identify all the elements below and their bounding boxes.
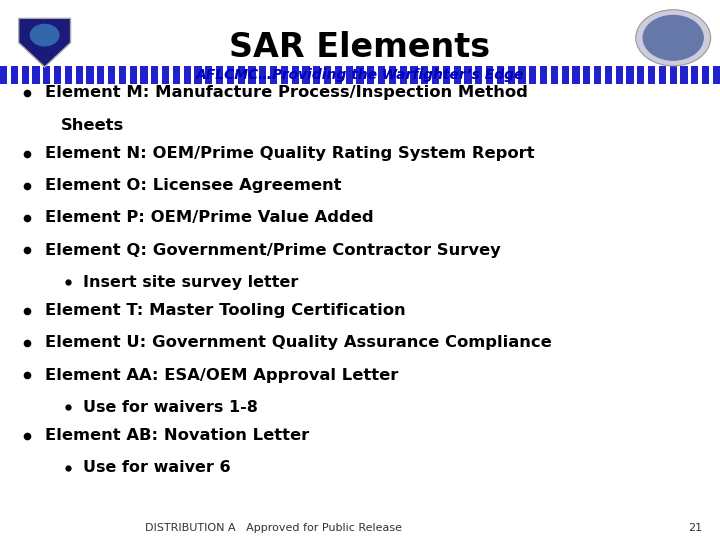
Bar xyxy=(331,66,335,84)
Bar xyxy=(601,66,605,84)
Bar xyxy=(364,66,367,84)
Bar xyxy=(493,66,497,84)
Bar xyxy=(50,66,54,84)
Bar xyxy=(688,66,691,84)
Bar xyxy=(256,66,259,84)
Bar xyxy=(0,66,720,84)
Bar xyxy=(234,66,238,84)
Bar xyxy=(677,66,680,84)
Text: Element O: Licensee Agreement: Element O: Licensee Agreement xyxy=(45,178,341,193)
Bar xyxy=(623,66,626,84)
Text: SAR Elements: SAR Elements xyxy=(230,31,490,64)
Bar xyxy=(644,66,648,84)
Bar xyxy=(288,66,292,84)
Bar xyxy=(202,66,205,84)
Bar xyxy=(299,66,302,84)
Bar xyxy=(115,66,119,84)
Bar xyxy=(709,66,713,84)
Bar xyxy=(655,66,659,84)
Bar xyxy=(374,66,378,84)
Bar xyxy=(461,66,464,84)
Bar xyxy=(40,66,43,84)
Text: Element T: Master Tooling Certification: Element T: Master Tooling Certification xyxy=(45,303,405,318)
Bar xyxy=(310,66,313,84)
Circle shape xyxy=(636,10,711,66)
Circle shape xyxy=(30,24,59,46)
Bar xyxy=(612,66,616,84)
Text: Element AA: ESA/OEM Approval Letter: Element AA: ESA/OEM Approval Letter xyxy=(45,368,398,382)
Text: Element M: Manufacture Process/Inspection Method: Element M: Manufacture Process/Inspectio… xyxy=(45,85,528,100)
Text: Element P: OEM/Prime Value Added: Element P: OEM/Prime Value Added xyxy=(45,211,373,225)
Bar xyxy=(158,66,162,84)
Text: Element N: OEM/Prime Quality Rating System Report: Element N: OEM/Prime Quality Rating Syst… xyxy=(45,146,534,161)
Text: Element AB: Novation Letter: Element AB: Novation Letter xyxy=(45,428,309,443)
Bar xyxy=(61,66,65,84)
Bar xyxy=(580,66,583,84)
Bar xyxy=(634,66,637,84)
Bar xyxy=(407,66,410,84)
Bar xyxy=(428,66,432,84)
Bar xyxy=(536,66,540,84)
Text: Sheets: Sheets xyxy=(61,118,125,132)
Bar xyxy=(396,66,400,84)
Bar xyxy=(385,66,389,84)
Bar xyxy=(482,66,486,84)
Bar xyxy=(698,66,702,84)
Bar xyxy=(353,66,356,84)
Bar xyxy=(266,66,270,84)
Bar xyxy=(666,66,670,84)
Text: Use for waivers 1-8: Use for waivers 1-8 xyxy=(83,400,258,415)
Bar xyxy=(223,66,227,84)
Bar xyxy=(277,66,281,84)
Circle shape xyxy=(642,15,704,61)
Bar xyxy=(94,66,97,84)
Text: 21: 21 xyxy=(688,523,702,533)
Bar xyxy=(104,66,108,84)
Bar xyxy=(245,66,248,84)
Bar xyxy=(148,66,151,84)
Bar xyxy=(558,66,562,84)
Text: Element Q: Government/Prime Contractor Survey: Element Q: Government/Prime Contractor S… xyxy=(45,242,500,258)
Bar xyxy=(526,66,529,84)
Bar xyxy=(342,66,346,84)
Text: AFLCMC…Providing the Warfighter’s Edge: AFLCMC…Providing the Warfighter’s Edge xyxy=(196,68,524,82)
Bar xyxy=(569,66,572,84)
Bar xyxy=(137,66,140,84)
Bar xyxy=(83,66,86,84)
Bar xyxy=(547,66,551,84)
Bar xyxy=(472,66,475,84)
Bar xyxy=(29,66,32,84)
Bar xyxy=(18,66,22,84)
Bar xyxy=(212,66,216,84)
Bar xyxy=(126,66,130,84)
Bar xyxy=(169,66,173,84)
Text: DISTRIBUTION A   Approved for Public Release: DISTRIBUTION A Approved for Public Relea… xyxy=(145,523,402,533)
Bar xyxy=(191,66,194,84)
Text: Insert site survey letter: Insert site survey letter xyxy=(83,275,298,289)
Bar xyxy=(180,66,184,84)
Bar xyxy=(590,66,594,84)
Bar xyxy=(320,66,324,84)
Bar xyxy=(439,66,443,84)
Bar xyxy=(72,66,76,84)
Text: Element U: Government Quality Assurance Compliance: Element U: Government Quality Assurance … xyxy=(45,335,552,350)
Bar xyxy=(418,66,421,84)
Bar xyxy=(504,66,508,84)
Bar xyxy=(7,66,11,84)
Polygon shape xyxy=(19,18,71,67)
Bar xyxy=(515,66,518,84)
Bar xyxy=(450,66,454,84)
Text: Use for waiver 6: Use for waiver 6 xyxy=(83,461,230,475)
